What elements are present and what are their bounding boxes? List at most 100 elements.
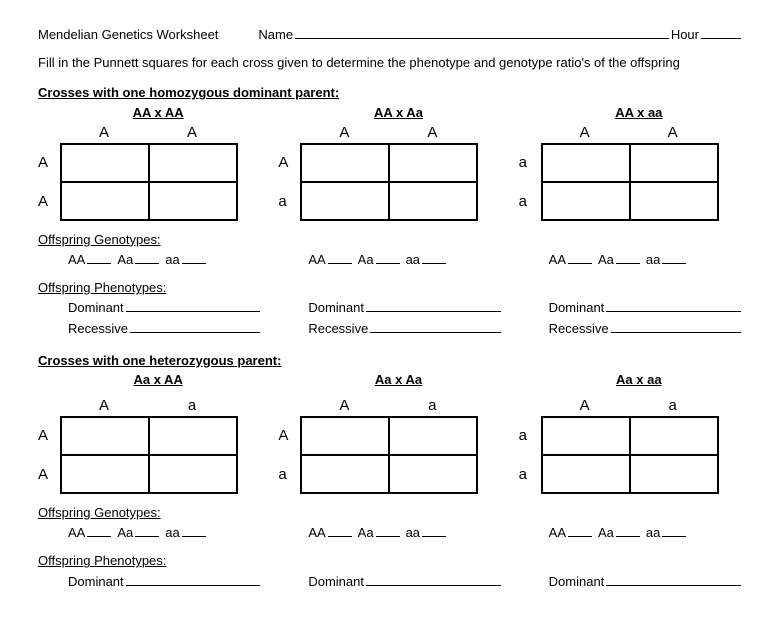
allele-top: A xyxy=(629,122,717,143)
blank[interactable] xyxy=(135,524,159,537)
punnett-cell[interactable] xyxy=(389,417,477,455)
hour-blank[interactable] xyxy=(701,24,741,39)
blank[interactable] xyxy=(376,524,400,537)
allele-left: A xyxy=(38,182,60,220)
punnett-cell[interactable] xyxy=(149,144,237,182)
cross-label: AA x aa xyxy=(537,104,741,122)
recessive-label: Recessive xyxy=(549,320,609,338)
punnett-square: A a a a xyxy=(519,395,741,494)
allele-top: a xyxy=(148,395,236,416)
punnett-cell[interactable] xyxy=(630,182,718,220)
blank[interactable] xyxy=(662,251,686,264)
blank[interactable] xyxy=(130,320,260,333)
blank[interactable] xyxy=(135,251,159,264)
blank[interactable] xyxy=(370,320,500,333)
geno-aa: aa xyxy=(406,524,420,542)
blank[interactable] xyxy=(616,251,640,264)
blank[interactable] xyxy=(126,573,261,586)
blank[interactable] xyxy=(182,251,206,264)
punnett-cell[interactable] xyxy=(301,455,389,493)
blank[interactable] xyxy=(568,524,592,537)
blank[interactable] xyxy=(366,573,501,586)
pheno-line: Dominant xyxy=(308,299,500,317)
offspring-phenotypes-title: Offspring Phenotypes: xyxy=(38,552,741,570)
pheno-line: Recessive xyxy=(308,320,500,338)
blank[interactable] xyxy=(422,251,446,264)
pheno-line: Recessive xyxy=(549,320,741,338)
genotype-line: AA Aa aa xyxy=(308,524,500,542)
blank[interactable] xyxy=(328,251,352,264)
allele-top: A xyxy=(388,122,476,143)
pheno-line: Recessive xyxy=(68,320,260,338)
hour-label: Hour xyxy=(671,26,699,44)
blank[interactable] xyxy=(611,320,741,333)
section1-genotypes: AA Aa aa AA Aa aa AA Aa aa xyxy=(38,249,741,269)
punnett-cell[interactable] xyxy=(542,455,630,493)
punnett-square: A A A A xyxy=(38,122,260,221)
allele-left: A xyxy=(38,143,60,181)
blank[interactable] xyxy=(662,524,686,537)
dominant-label: Dominant xyxy=(549,299,605,317)
geno-aa: aa xyxy=(165,524,179,542)
allele-top: A xyxy=(541,395,629,416)
punnett-cell[interactable] xyxy=(389,144,477,182)
geno-Aa: Aa xyxy=(358,251,374,269)
punnett-cell[interactable] xyxy=(61,417,149,455)
section1-pheno-dominant: Dominant Dominant Dominant xyxy=(38,297,741,317)
blank[interactable] xyxy=(87,251,111,264)
punnett-cell[interactable] xyxy=(61,455,149,493)
punnett-cell[interactable] xyxy=(301,417,389,455)
punnett-cell[interactable] xyxy=(630,417,718,455)
geno-AA: AA xyxy=(308,251,325,269)
allele-left: a xyxy=(278,182,300,220)
blank[interactable] xyxy=(616,524,640,537)
allele-top: A xyxy=(60,122,148,143)
blank[interactable] xyxy=(366,299,501,312)
blank[interactable] xyxy=(328,524,352,537)
punnett-cell[interactable] xyxy=(542,144,630,182)
geno-Aa: Aa xyxy=(598,251,614,269)
blank[interactable] xyxy=(606,299,741,312)
geno-AA: AA xyxy=(549,524,566,542)
blank[interactable] xyxy=(87,524,111,537)
punnett-cell[interactable] xyxy=(630,455,718,493)
geno-Aa: Aa xyxy=(598,524,614,542)
punnett-cell[interactable] xyxy=(542,182,630,220)
punnett-cell[interactable] xyxy=(389,182,477,220)
punnett-cell[interactable] xyxy=(61,144,149,182)
genotype-line: AA Aa aa xyxy=(549,251,741,269)
genotype-line: AA Aa aa xyxy=(68,524,260,542)
section2-pheno-dominant: Dominant Dominant Dominant xyxy=(38,571,741,591)
geno-aa: aa xyxy=(646,251,660,269)
punnett-cell[interactable] xyxy=(149,182,237,220)
punnett-cell[interactable] xyxy=(542,417,630,455)
section2-genotypes: AA Aa aa AA Aa aa AA Aa aa xyxy=(38,522,741,542)
punnett-cell[interactable] xyxy=(149,417,237,455)
pheno-line: Dominant xyxy=(549,299,741,317)
blank[interactable] xyxy=(568,251,592,264)
blank[interactable] xyxy=(376,251,400,264)
allele-top: A xyxy=(300,395,388,416)
punnett-square: A a A A xyxy=(38,395,260,494)
punnett-cell[interactable] xyxy=(61,182,149,220)
instructions: Fill in the Punnett squares for each cro… xyxy=(38,54,741,72)
name-blank[interactable] xyxy=(295,24,669,39)
blank[interactable] xyxy=(126,299,261,312)
punnett-cell[interactable] xyxy=(301,144,389,182)
geno-Aa: Aa xyxy=(117,524,133,542)
punnett-cell[interactable] xyxy=(301,182,389,220)
punnett-cell[interactable] xyxy=(149,455,237,493)
dominant-label: Dominant xyxy=(68,299,124,317)
geno-aa: aa xyxy=(406,251,420,269)
blank[interactable] xyxy=(606,573,741,586)
genotype-line: AA Aa aa xyxy=(549,524,741,542)
blank[interactable] xyxy=(422,524,446,537)
recessive-label: Recessive xyxy=(308,320,368,338)
punnett-cell[interactable] xyxy=(389,455,477,493)
punnett-cell[interactable] xyxy=(630,144,718,182)
offspring-genotypes-title: Offspring Genotypes: xyxy=(38,231,741,249)
genotype-line: AA Aa aa xyxy=(308,251,500,269)
section1-pheno-recessive: Recessive Recessive Recessive xyxy=(38,318,741,338)
blank[interactable] xyxy=(182,524,206,537)
punnett-square: A a A a xyxy=(278,395,500,494)
